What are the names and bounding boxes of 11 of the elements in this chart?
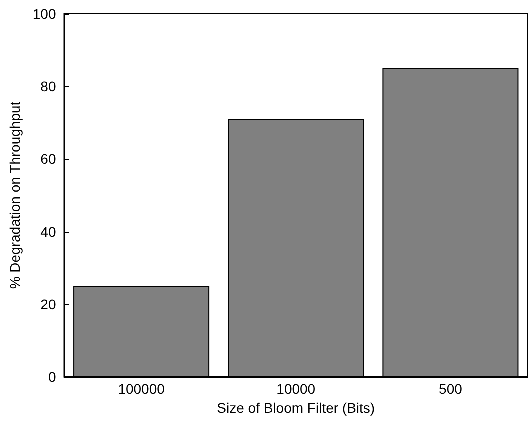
y-tick-label: 20 bbox=[40, 296, 56, 312]
y-tick-label: 100 bbox=[32, 6, 56, 22]
x-tick-label: 100000 bbox=[118, 381, 166, 397]
y-tick-label: 80 bbox=[40, 78, 56, 95]
x-axis-title: Size of Bloom Filter (Bits) bbox=[217, 400, 376, 416]
x-tick-label: 500 bbox=[439, 381, 463, 397]
y-axis-title: % Degradation on Throughput bbox=[7, 102, 23, 290]
y-tick-label: 60 bbox=[40, 151, 56, 168]
y-tick-label: 40 bbox=[40, 224, 56, 240]
y-tick-label: 0 bbox=[48, 369, 56, 385]
x-tick-label: 10000 bbox=[276, 381, 316, 397]
